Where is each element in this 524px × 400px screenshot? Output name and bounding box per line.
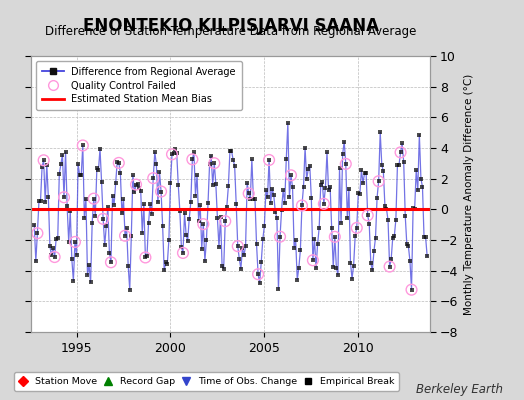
Point (254, 271, 263, 277)
Point (132, 181, 140, 188)
Point (168, 151, 176, 158)
Point (353, 225, 361, 231)
Point (71, 239, 79, 245)
Point (320, 200, 328, 207)
Point (99, 216, 107, 222)
Point (375, 178, 383, 184)
Point (179, 250, 187, 256)
Point (298, 202, 306, 209)
Point (276, 234, 284, 240)
Point (39, 157, 48, 164)
Point (309, 257, 317, 264)
Point (33, 230, 41, 236)
Point (221, 218, 230, 224)
Legend: Station Move, Record Gap, Time of Obs. Change, Empirical Break: Station Move, Record Gap, Time of Obs. C… (15, 372, 399, 391)
Point (210, 160, 219, 166)
Text: Berkeley Earth: Berkeley Earth (416, 383, 503, 396)
Point (50, 254, 59, 260)
Point (60, 194, 68, 200)
Point (115, 160, 123, 166)
Point (107, 259, 115, 266)
Point (265, 157, 273, 163)
Point (331, 234, 339, 240)
Point (342, 161, 350, 167)
Point (287, 172, 295, 178)
Point (245, 190, 253, 197)
Point (90, 196, 98, 202)
Point (121, 232, 129, 239)
Point (234, 243, 242, 249)
Point (396, 149, 405, 156)
Point (199, 221, 208, 227)
Point (386, 263, 394, 270)
Title: ENONTEKIO KILPISJARVI SAANA: ENONTEKIO KILPISJARVI SAANA (83, 17, 378, 35)
Text: Difference of Station Temperature Data from Regional Average: Difference of Station Temperature Data f… (45, 25, 416, 38)
Point (141, 254, 149, 261)
Point (157, 188, 165, 195)
Point (188, 156, 196, 162)
Y-axis label: Monthly Temperature Anomaly Difference (°C): Monthly Temperature Anomaly Difference (… (464, 73, 474, 315)
Point (364, 212, 372, 218)
Point (407, 286, 416, 293)
Point (149, 175, 157, 181)
Point (79, 142, 87, 149)
